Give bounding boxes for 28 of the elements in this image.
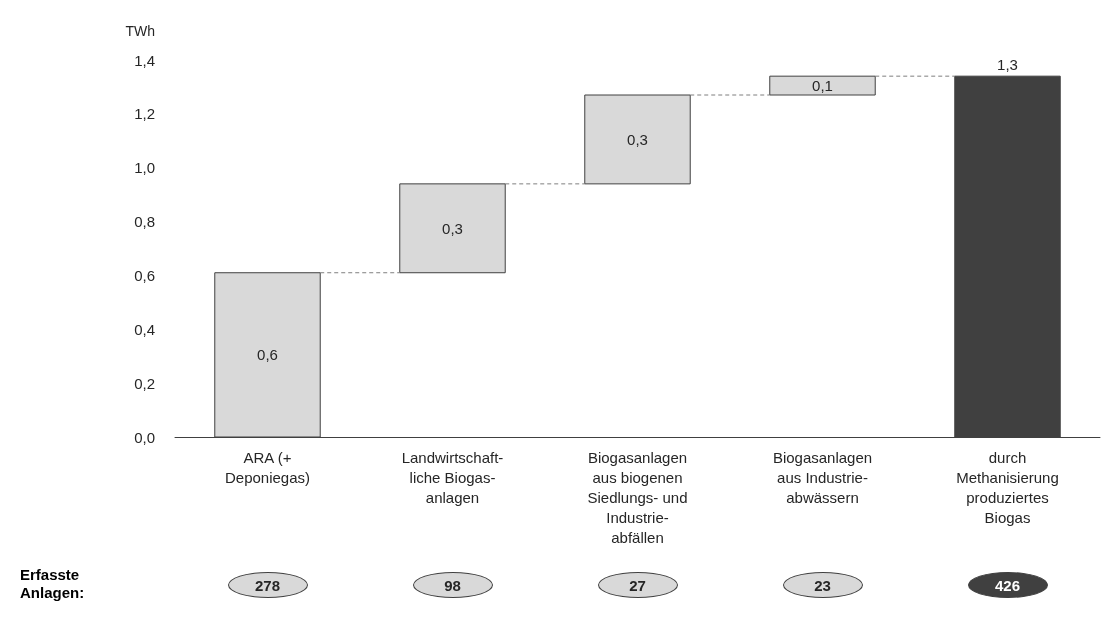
data-label: 0,3 [442,219,463,237]
bar [399,183,506,274]
x-tick-label: ARA (+ Deponiegas) [224,448,311,486]
data-label: 1,3 [997,55,1018,73]
oval-badge: 426 [967,572,1048,598]
oval-badge: 27 [597,572,678,598]
x-tick-label: Biogasanlagen aus biogenen Siedlungs- und Industrie- abfällen [587,448,688,546]
oval-badge: 23 [782,572,863,598]
bar [584,94,691,185]
oval-badge: 278 [227,572,308,598]
y-tick-label: 1,0 [134,159,155,177]
y-tick-label: 0,4 [134,320,155,338]
x-tick-label: Biogasanlagen aus Industrie- abwässern [772,448,873,506]
y-tick-label: 0,0 [134,428,155,446]
x-tick-label: durch Methanisierung produziertes Biogas [956,448,1059,526]
data-label: 0,3 [627,130,648,148]
y-axis-title: TWh [125,23,155,39]
bar [769,75,876,96]
y-tick-label: 0,2 [134,374,155,392]
y-tick-label: 1,2 [134,105,155,123]
data-label: 0,6 [257,346,278,364]
y-tick-label: 1,4 [134,51,155,69]
y-tick-label: 0,6 [134,266,155,284]
x-tick-label: Landwirtschaft- liche Biogas- anlagen [401,448,504,506]
y-tick-label: 0,8 [134,213,155,231]
data-label: 0,1 [812,77,833,95]
text: Erfasste Anlagen: [20,566,85,602]
oval-badge: 98 [412,572,493,598]
